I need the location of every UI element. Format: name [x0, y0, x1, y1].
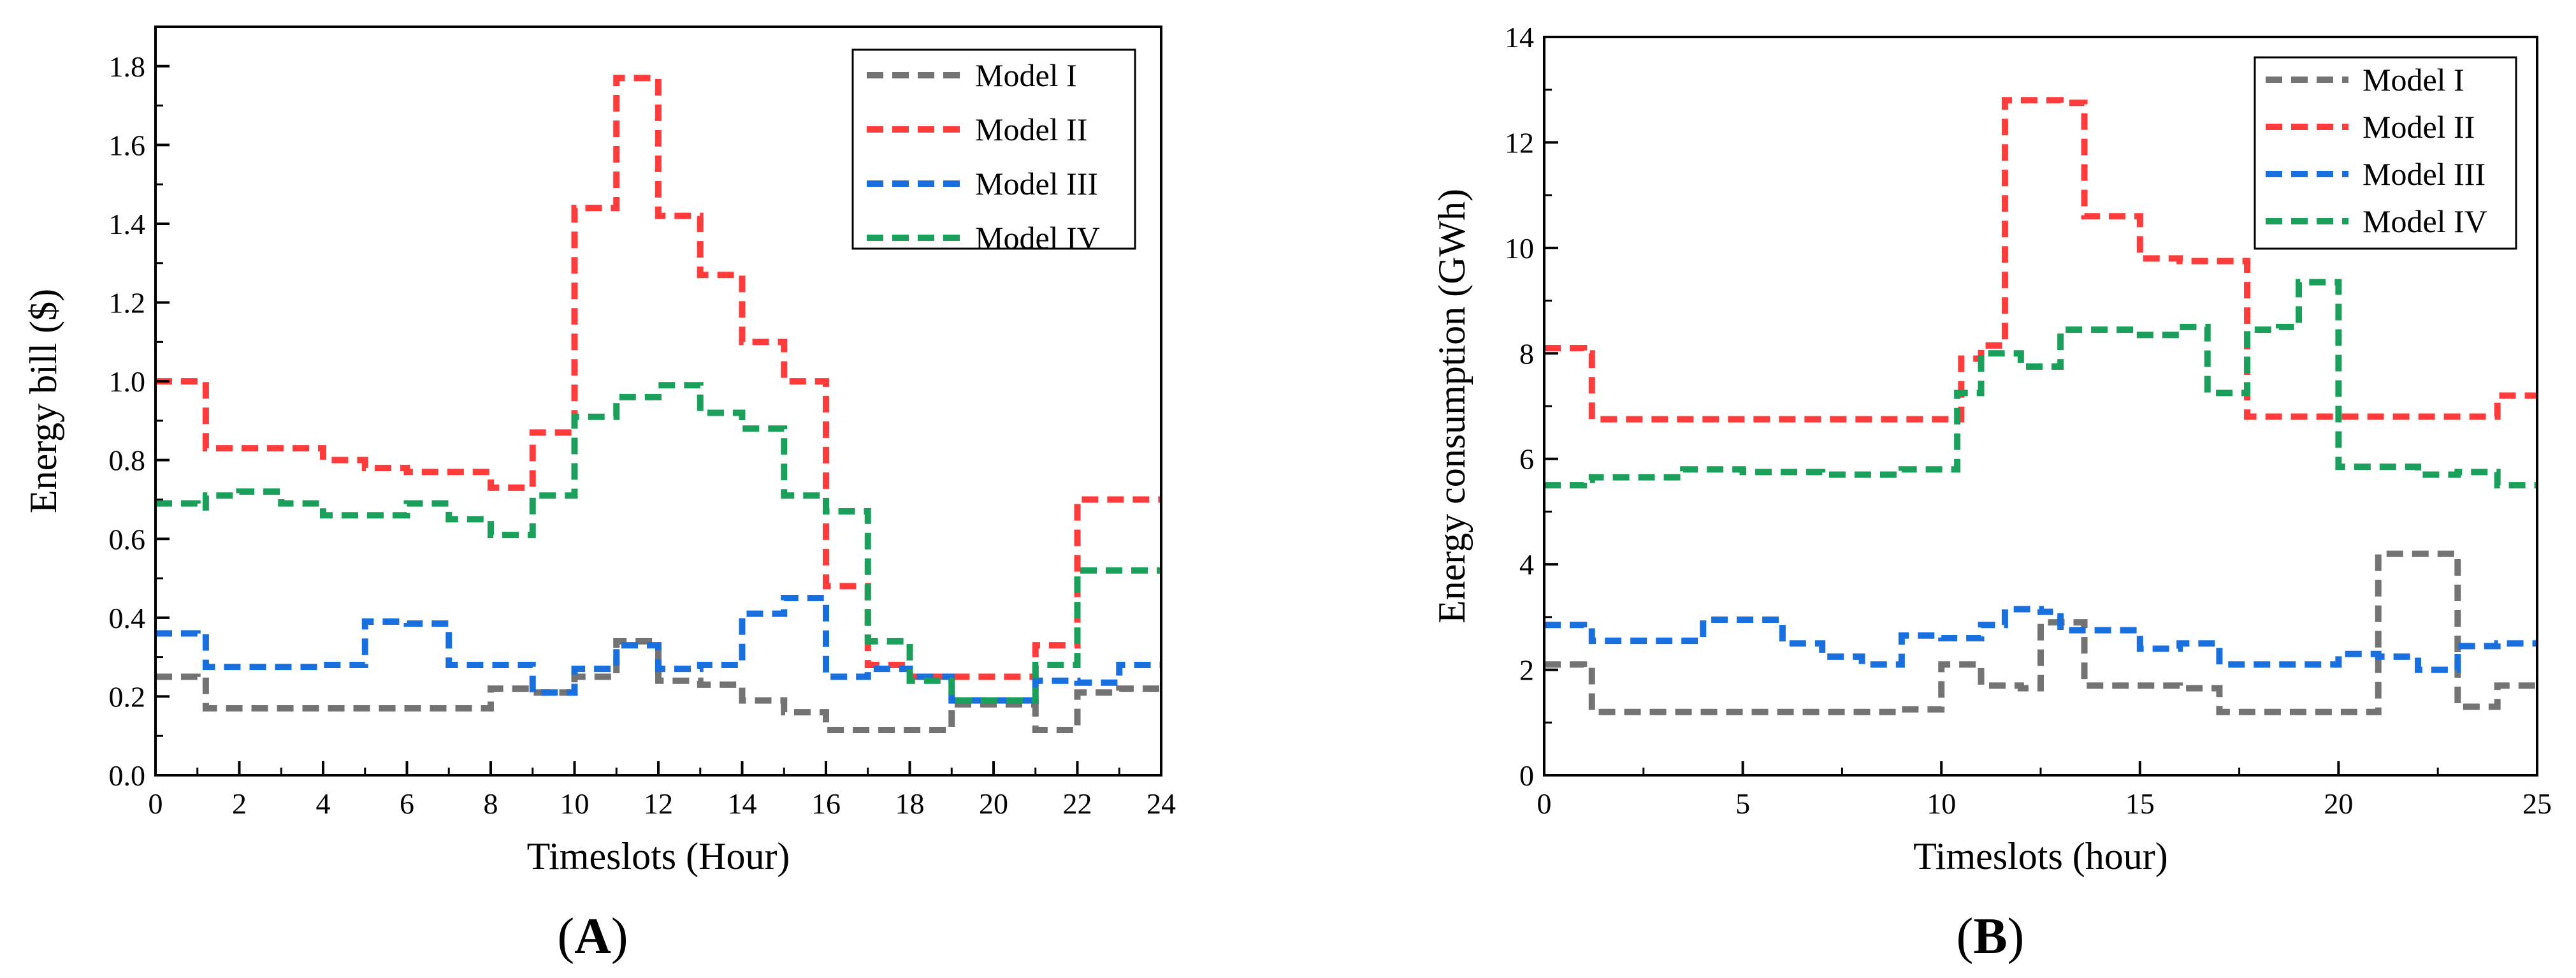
x-tick-label: 10 [1927, 787, 1956, 820]
x-tick-label: 0 [1537, 787, 1552, 820]
chart-b: 0 5 10 15 20 25 0 2 4 6 8 10 12 14 Timeslots (hour) E… [1431, 21, 2552, 965]
series-line-model-iv [1544, 279, 2537, 489]
y-tick-label: 1.4 [109, 208, 146, 240]
x-tick-label: 22 [1063, 787, 1092, 820]
legend: Model I Model II Model III Model IV [851, 48, 1136, 256]
x-tick-label: 25 [2522, 787, 2552, 820]
y-tick-label: 6 [1519, 443, 1534, 476]
x-tick-label: 20 [979, 787, 1008, 820]
y-tick-label: 0.4 [109, 602, 146, 634]
y-tick-label: 1.0 [109, 365, 146, 398]
x-tick-label: 6 [400, 787, 414, 820]
series-line-model-i [156, 638, 1161, 733]
y-axis-label: Energy consumption (GWh) [1431, 189, 1473, 624]
series-line-model-ii [156, 75, 1161, 680]
series-line-model-ii [1544, 97, 2537, 423]
chart-a: 0 2 4 6 8 10 12 14 16 18 20 22 240.00.20.40.60.81.01… [22, 26, 1176, 965]
y-tick-label: 1.8 [109, 50, 146, 83]
series-line-model-i [1544, 550, 2537, 715]
y-tick-label: 1.6 [109, 129, 146, 161]
y-tick-label: 4 [1519, 548, 1534, 581]
legend-label: Model III [2363, 156, 2486, 192]
y-tick-label: 14 [1505, 21, 1534, 54]
y-tick-label: 0.6 [109, 523, 146, 555]
legend-label: Model III [975, 166, 1098, 201]
y-tick-label: 0.2 [109, 680, 146, 713]
y-tick-label: 0 [1519, 759, 1534, 792]
x-axis-label: Timeslots (Hour) [527, 835, 790, 877]
x-tick-label: 4 [316, 787, 331, 820]
panel-label-b: (B) [1957, 909, 2025, 965]
panel-letter-a: A [574, 909, 611, 965]
y-tick-label: 0.0 [109, 759, 146, 792]
x-tick-label: 12 [644, 787, 673, 820]
panel-label-a: (A) [557, 909, 628, 965]
x-tick-label: 18 [895, 787, 925, 820]
panel-letter-b: B [1973, 909, 2007, 965]
series-line-model-iv [156, 382, 1161, 704]
legend-label: Model IV [2363, 203, 2487, 239]
x-tick-label: 0 [148, 787, 163, 820]
legend-box [851, 48, 1136, 250]
y-tick-label: 1.2 [109, 287, 146, 319]
y-axis-label: Energy bill ($) [22, 289, 64, 513]
x-tick-label: 14 [728, 787, 757, 820]
series-line-model-iii [1544, 606, 2537, 673]
x-tick-label: 5 [1735, 787, 1750, 820]
y-tick-label: 8 [1519, 337, 1534, 370]
x-tick-label: 15 [2125, 787, 2155, 820]
legend-box [2254, 56, 2517, 250]
y-tick-label: 0.8 [109, 444, 146, 477]
legend-label: Model II [2363, 109, 2475, 145]
y-tick-label: 2 [1519, 654, 1534, 687]
x-tick-label: 16 [811, 787, 841, 820]
legend-label: Model I [975, 57, 1077, 93]
y-tick-label: 10 [1505, 232, 1534, 265]
x-tick-label: 8 [484, 787, 498, 820]
legend-label: Model I [2363, 62, 2464, 98]
series-line-model-iii [156, 594, 1161, 704]
x-tick-label: 20 [2324, 787, 2353, 820]
x-tick-label: 2 [232, 787, 247, 820]
x-tick-label: 10 [560, 787, 590, 820]
y-tick-label: 12 [1505, 126, 1534, 159]
x-axis-label: Timeslots (hour) [1913, 835, 2168, 877]
legend-label: Model IV [975, 220, 1100, 256]
legend: Model I Model II Model III Model IV [2254, 56, 2517, 250]
legend-label: Model II [975, 112, 1087, 147]
x-tick-label: 24 [1147, 787, 1176, 820]
